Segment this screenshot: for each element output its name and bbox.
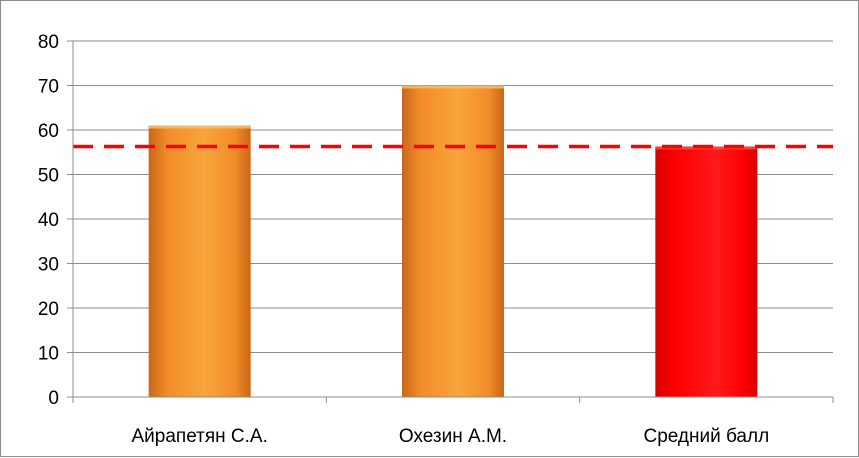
bars [148,85,758,398]
bar-top-edge [148,125,251,129]
bar-top-edge [402,85,504,89]
y-tick-label: 20 [38,299,59,320]
x-category-label: Охезин А.М. [399,426,507,447]
y-tick-label: 80 [38,32,59,53]
x-category-label: Айрапетян С.А. [131,426,267,447]
y-tick-label: 40 [38,210,59,231]
y-tick-label: 30 [38,255,59,276]
axes [72,41,833,398]
y-tick-label: 0 [48,388,59,409]
x-category-label: Средний балл [643,426,769,447]
y-tick-label: 60 [38,121,59,142]
y-axis-ticks: 0 10 20 30 40 50 60 70 80 [38,32,73,409]
y-tick-label: 10 [38,344,59,365]
y-tick-label: 50 [38,166,59,187]
y-tick-label: 70 [38,77,59,98]
x-axis-ticks: Айрапетян С.А. Охезин А.М. Средний балл [72,397,834,447]
bar [402,85,504,397]
bar [148,125,251,398]
bar-average [655,146,758,397]
